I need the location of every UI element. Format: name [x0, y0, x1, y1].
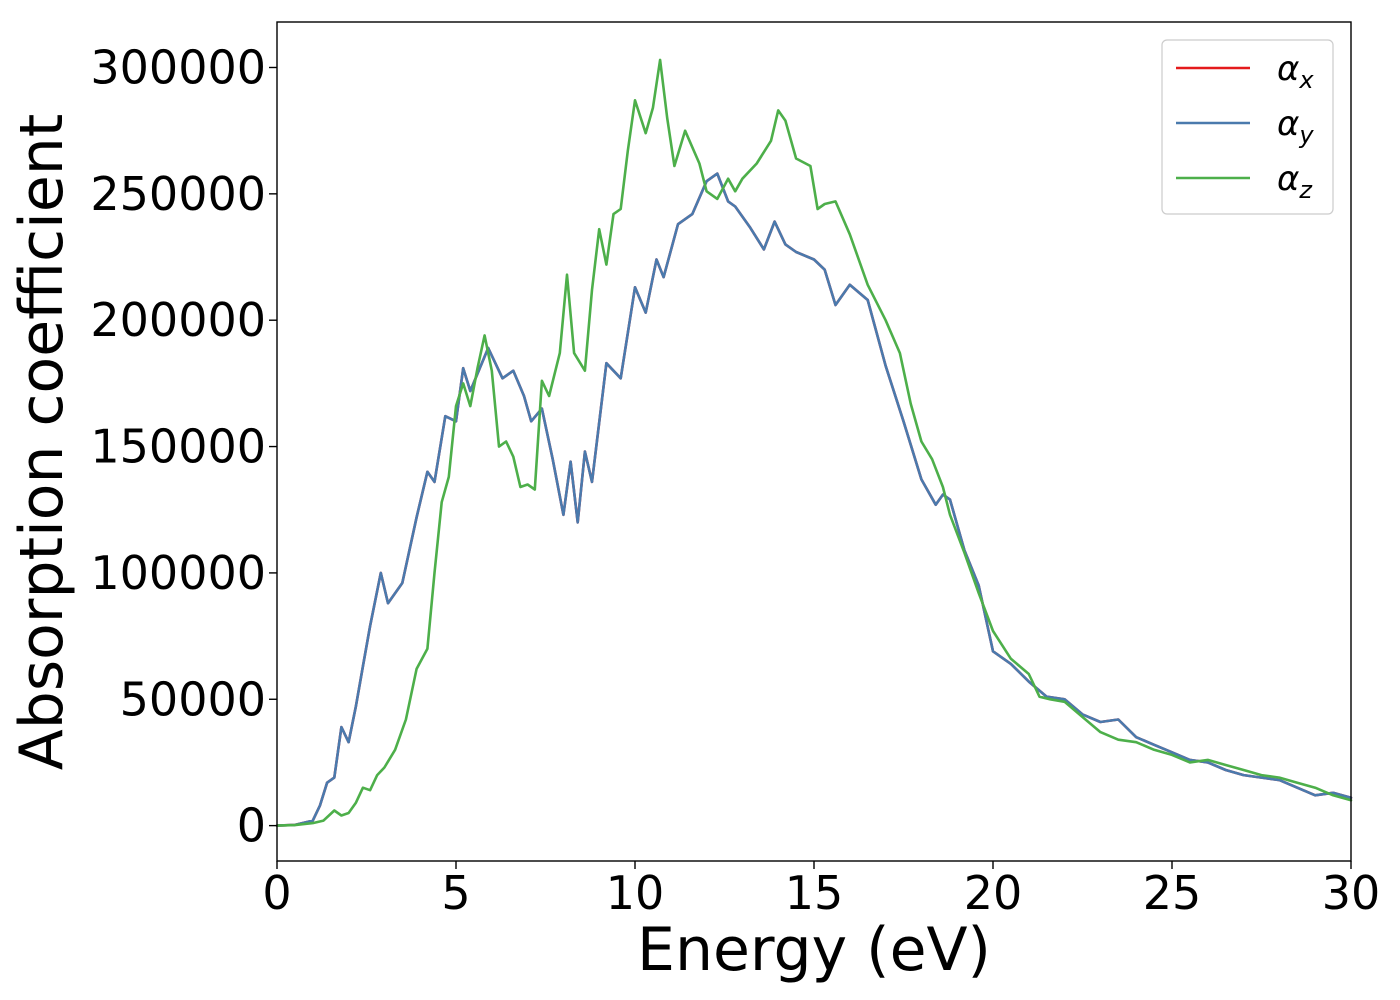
- y-tick-label: 0: [237, 799, 266, 853]
- y-tick-label: 250000: [90, 167, 266, 221]
- legend-label-y: αy: [1277, 104, 1314, 149]
- legend-box: [1161, 39, 1334, 215]
- y-tick-label: 200000: [90, 293, 266, 347]
- x-tick-label: 15: [785, 866, 844, 920]
- x-tick-label: 5: [441, 866, 470, 920]
- y-tick-label: 300000: [90, 40, 266, 94]
- x-tick-label: 0: [262, 866, 291, 920]
- series-line-y: [275, 172, 1353, 827]
- y-axis-ticks: 0 50000 100000 150000 200000 250000 300000: [90, 40, 277, 853]
- y-tick-label: 150000: [90, 420, 266, 474]
- plot-series: [275, 58, 1353, 827]
- x-axis-ticks: 0 5 10 15 20 25 30: [262, 861, 1380, 920]
- x-tick-label: 20: [964, 866, 1023, 920]
- legend-label-x: αx: [1277, 49, 1314, 94]
- x-tick-label: 10: [606, 866, 665, 920]
- y-tick-label: 50000: [120, 672, 266, 726]
- series-line-z: [275, 58, 1353, 827]
- x-tick-label: 30: [1322, 866, 1381, 920]
- y-tick-label: 100000: [90, 546, 266, 600]
- y-axis-title: Absorption coefficient: [7, 114, 77, 771]
- x-axis-title: Energy (eV): [637, 915, 991, 985]
- legend-label-z: αz: [1277, 159, 1313, 204]
- x-tick-label: 25: [1143, 866, 1202, 920]
- legend: αx αy αz: [1161, 39, 1334, 215]
